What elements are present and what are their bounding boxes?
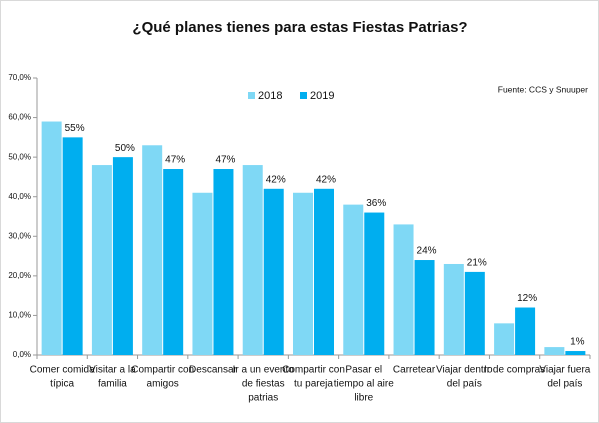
data-label: 36% xyxy=(366,198,386,209)
x-tick-label: tiempo al aire xyxy=(334,379,394,390)
y-tick-label: 10,0% xyxy=(8,311,31,320)
bar xyxy=(91,165,112,355)
bar xyxy=(414,260,435,355)
data-label: 42% xyxy=(316,174,336,185)
x-tick-label: del país xyxy=(547,379,582,390)
y-tick-label: 40,0% xyxy=(8,192,31,201)
legend-label: 2018 xyxy=(258,90,282,102)
x-tick-label: Ir de compras xyxy=(484,365,545,376)
bar xyxy=(464,271,485,355)
bar xyxy=(343,204,364,355)
chart-title: ¿Qué planes tienes para estas Fiestas Pa… xyxy=(132,19,467,36)
x-tick-label: Descansar xyxy=(189,365,237,376)
x-tick-label: libre xyxy=(354,393,373,404)
x-tick-label: Pasar el xyxy=(345,365,382,376)
y-tick-label: 50,0% xyxy=(8,152,31,161)
x-tick-label: Viajar dentro xyxy=(436,365,493,376)
x-tick-label: Compartir con xyxy=(282,365,345,376)
x-tick-label: del país xyxy=(447,379,482,390)
x-tick-label: típica xyxy=(50,379,74,390)
bar xyxy=(192,192,213,355)
bar xyxy=(163,169,184,355)
x-tick-label: Ir a un evento xyxy=(233,365,295,376)
x-tick-label: amigos xyxy=(147,379,179,390)
legend-swatch xyxy=(300,92,307,99)
x-tick-label: Viajar fuera xyxy=(539,365,590,376)
y-tick-label: 60,0% xyxy=(8,113,31,122)
bar xyxy=(393,224,414,355)
data-label: 47% xyxy=(165,155,185,166)
y-tick-label: 70,0% xyxy=(8,73,31,82)
bar xyxy=(314,188,334,355)
y-tick-label: 30,0% xyxy=(8,231,31,240)
x-tick-label: patrias xyxy=(248,393,278,404)
bar xyxy=(293,192,313,355)
data-label: 42% xyxy=(266,174,286,185)
bar xyxy=(494,323,515,355)
data-label: 50% xyxy=(115,143,135,154)
bar xyxy=(112,157,133,355)
legend-label: 2019 xyxy=(310,90,334,102)
x-tick-label: Comer comida xyxy=(30,365,95,376)
x-tick-label: tu pareja xyxy=(294,379,333,390)
data-label: 12% xyxy=(517,293,537,304)
bar xyxy=(242,165,263,355)
bar xyxy=(263,188,284,355)
x-tick-label: Carretear xyxy=(393,365,436,376)
bar xyxy=(142,145,163,355)
bar xyxy=(213,169,234,355)
source-note: Fuente: CCS y Snuuper xyxy=(498,84,588,94)
data-label: 1% xyxy=(570,337,585,348)
x-tick-label: Compartir con xyxy=(131,365,194,376)
data-label: 21% xyxy=(467,258,487,269)
x-tick-label: Visitar a la xyxy=(89,365,136,376)
bar xyxy=(565,351,586,355)
data-label: 55% xyxy=(65,123,85,134)
bar xyxy=(364,212,385,355)
legend-swatch xyxy=(248,92,255,99)
bar xyxy=(515,307,536,355)
bar xyxy=(62,137,83,355)
x-tick-label: de fiestas xyxy=(242,379,285,390)
bar xyxy=(443,263,464,355)
y-tick-label: 20,0% xyxy=(8,271,31,280)
data-label: 24% xyxy=(417,246,437,257)
bar xyxy=(544,347,565,355)
bar xyxy=(41,121,62,356)
y-tick-label: 0,0% xyxy=(13,350,31,359)
x-tick-label: familia xyxy=(98,379,127,390)
data-label: 47% xyxy=(215,155,235,166)
